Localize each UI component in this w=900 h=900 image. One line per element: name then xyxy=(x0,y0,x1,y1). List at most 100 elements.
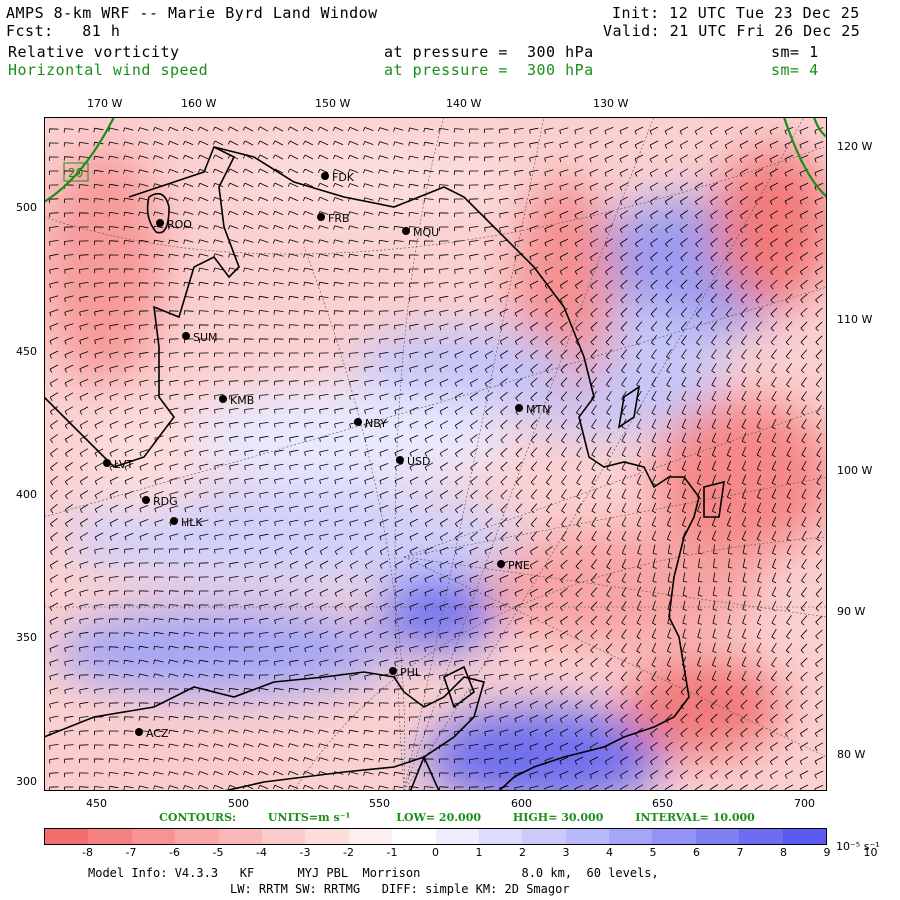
station-label: MTN xyxy=(526,403,550,416)
lon-label-right: 120 W xyxy=(837,140,873,153)
grid-x-label: 700 xyxy=(794,797,815,810)
field2-name: Horizontal wind speed xyxy=(8,61,209,79)
lon-label-right: 110 W xyxy=(837,313,873,326)
colorbar-swatch xyxy=(782,829,827,844)
field1-level: at pressure = 300 hPa xyxy=(384,43,594,61)
grid-x-label: 500 xyxy=(228,797,249,810)
lat-lon-grid xyxy=(44,117,827,791)
field1-name: Relative vorticity xyxy=(8,43,180,61)
station-label: ACZ xyxy=(146,727,169,740)
field2-level: at pressure = 300 hPa xyxy=(384,61,594,79)
contours-low: LOW= 20.000 xyxy=(396,811,482,824)
colorbar-tick-label: 3 xyxy=(562,846,570,859)
colorbar-tick-label: -8 xyxy=(82,846,93,859)
colorbar-swatch xyxy=(435,829,479,844)
contours-label: CONTOURS: UNITS=m s⁻¹ xyxy=(159,811,351,824)
grid-x-label: 550 xyxy=(369,797,390,810)
station-label: HLK xyxy=(181,516,203,529)
station-marker xyxy=(156,219,164,227)
station-label: USD xyxy=(407,455,431,468)
colorbar-swatch xyxy=(565,829,610,844)
colorbar-tick-label: 0 xyxy=(432,846,439,859)
valid-time: Valid: 21 UTC Fri 26 Dec 25 xyxy=(603,22,861,40)
map-title: AMPS 8-km WRF -- Marie Byrd Land Window xyxy=(6,4,378,22)
station-marker xyxy=(103,459,111,467)
grid-y-label: 500 xyxy=(16,201,37,214)
colorbar-tick-label: -7 xyxy=(125,846,137,859)
lon-label-top: 140 W xyxy=(446,97,482,110)
colorbar-swatch xyxy=(88,829,132,844)
contour-label-box xyxy=(63,162,89,182)
colorbar-tick-label: 4 xyxy=(606,846,613,859)
wind-barbs xyxy=(49,126,824,791)
colorbar-tick-label: -2 xyxy=(343,846,354,859)
colorbar-swatch xyxy=(261,829,306,844)
colorbar-tick-label: 9 xyxy=(823,846,831,859)
model-info-line2: LW: RRTM SW: RRTMG DIFF: simple KM: 2D S… xyxy=(230,882,570,896)
station-marker xyxy=(219,395,227,403)
colorbar-swatch xyxy=(392,829,436,844)
station-label: KMB xyxy=(230,394,254,407)
grid-x-label: 450 xyxy=(86,797,107,810)
lon-label-top: 160 W xyxy=(181,97,217,110)
coastline xyxy=(44,145,725,791)
vorticity-colorbar xyxy=(44,828,827,845)
station-label: ROO xyxy=(167,218,192,231)
colorbar-tick-label: -5 xyxy=(212,846,224,859)
grid-x-label: 650 xyxy=(652,797,673,810)
lon-label-top: 170 W xyxy=(87,97,123,110)
grid-y-label: 350 xyxy=(16,631,37,644)
station-label: FRB xyxy=(328,212,350,225)
colorbar-tick-label: -1 xyxy=(386,846,398,859)
grid-y-label: 400 xyxy=(16,488,37,501)
lon-label-right: 80 W xyxy=(837,748,866,761)
colorbar-swatch xyxy=(305,829,349,844)
station-marker xyxy=(135,728,143,736)
colorbar-tick-label: 5 xyxy=(649,846,657,859)
lon-label-top: 150 W xyxy=(315,97,351,110)
station-marker xyxy=(354,418,362,426)
grid-x-label: 600 xyxy=(511,797,532,810)
colorbar-swatch xyxy=(45,829,89,844)
init-time: Init: 12 UTC Tue 23 Dec 25 xyxy=(612,4,860,22)
station-marker xyxy=(396,456,404,464)
station-marker xyxy=(402,227,410,235)
station-label: FDK xyxy=(332,171,355,184)
colorbar-tick-label: -3 xyxy=(299,846,311,859)
grid-y-label: 300 xyxy=(16,775,37,788)
colorbar-swatch xyxy=(131,829,176,844)
colorbar-tick-label: -6 xyxy=(169,846,180,859)
station-label: PNE xyxy=(508,559,530,572)
colorbar-swatch xyxy=(348,829,393,844)
station-marker xyxy=(497,560,505,568)
colorbar-swatch xyxy=(609,829,653,844)
colorbar-swatch xyxy=(478,829,523,844)
colorbar-unit: 10⁻⁵ s⁻¹ xyxy=(836,840,880,853)
colorbar-tick-label: 2 xyxy=(519,846,526,859)
station-marker xyxy=(317,213,325,221)
field1-smoothing: sm= 1 xyxy=(771,43,819,61)
colorbar-tick-label: 1 xyxy=(475,846,483,859)
station-marker xyxy=(321,172,329,180)
colorbar-swatch xyxy=(175,829,219,844)
colorbar-swatch xyxy=(522,829,566,844)
grid-y-label: 450 xyxy=(16,345,37,358)
colorbar-tick-label: 7 xyxy=(736,846,744,859)
colorbar-tick-label: 10 xyxy=(863,846,878,859)
station-label: NBY xyxy=(365,417,387,430)
station-label: RDG xyxy=(153,495,178,508)
contours-high: HIGH= 30.000 xyxy=(512,811,604,824)
colorbar-swatch xyxy=(218,829,262,844)
station-marker xyxy=(389,667,397,675)
station-label: LVT xyxy=(114,458,133,471)
colorbar-tick-label: -4 xyxy=(256,846,267,859)
colorbar-tick-label: 6 xyxy=(693,846,700,859)
lon-label-right: 100 W xyxy=(837,464,873,477)
model-info-line1: Model Info: V4.3.3 KF MYJ PBL Morrison 8… xyxy=(88,866,659,880)
lon-label-right: 90 W xyxy=(837,605,866,618)
colorbar-swatch xyxy=(739,829,783,844)
field2-smoothing: sm= 4 xyxy=(771,61,819,79)
colorbar-swatch xyxy=(652,829,696,844)
